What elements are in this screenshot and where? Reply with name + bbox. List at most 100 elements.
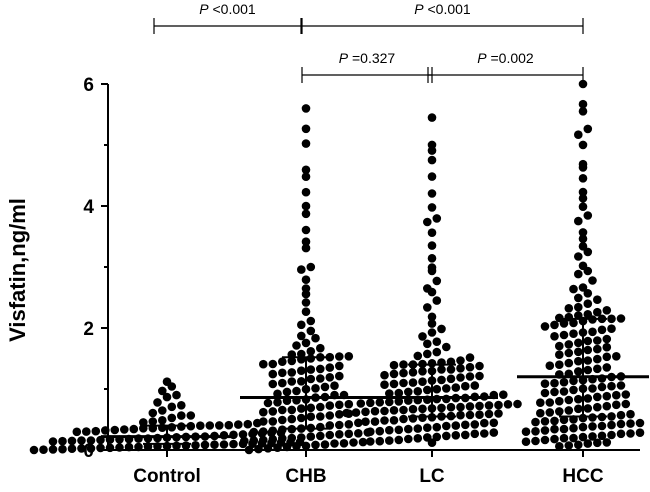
data-point <box>399 405 408 415</box>
data-point <box>621 399 631 409</box>
data-point <box>432 296 442 305</box>
data-point <box>531 427 540 436</box>
data-point <box>39 445 48 455</box>
data-point <box>196 421 205 431</box>
data-point <box>306 262 316 272</box>
data-point <box>597 325 607 335</box>
data-point <box>177 401 186 410</box>
data-point <box>370 406 380 416</box>
data-point <box>574 404 583 414</box>
data-point <box>287 405 297 415</box>
data-point <box>287 414 297 424</box>
data-point <box>583 299 593 309</box>
data-point <box>616 419 626 429</box>
data-point <box>616 429 626 439</box>
data-point <box>234 420 243 429</box>
data-point <box>569 385 578 395</box>
data-point <box>358 437 368 447</box>
data-point <box>583 394 593 403</box>
data-point <box>597 431 607 441</box>
data-point <box>292 386 301 396</box>
data-point <box>550 332 559 341</box>
data-point <box>278 378 287 388</box>
data-point <box>344 429 354 439</box>
data-point <box>423 217 432 227</box>
data-point <box>366 398 375 408</box>
data-point <box>356 399 366 408</box>
data-point <box>456 364 465 373</box>
data-point <box>413 351 423 361</box>
data-point <box>446 365 456 374</box>
data-point <box>465 353 475 362</box>
data-point <box>540 417 550 426</box>
data-point <box>301 225 311 235</box>
data-point <box>301 338 311 348</box>
data-point <box>574 394 583 404</box>
data-point <box>550 434 559 444</box>
data-point <box>385 436 394 445</box>
data-point <box>263 398 273 408</box>
data-point <box>306 347 316 356</box>
data-point <box>301 243 311 253</box>
data-point <box>67 436 77 446</box>
data-point <box>593 364 602 374</box>
data-point <box>564 340 574 349</box>
data-point <box>306 432 316 441</box>
data-point <box>389 406 399 415</box>
data-point <box>616 381 626 390</box>
data-point <box>287 368 297 377</box>
data-point <box>559 319 569 328</box>
data-point <box>404 387 413 397</box>
data-point <box>461 420 470 430</box>
data-point <box>408 378 418 387</box>
data-point <box>82 427 91 436</box>
data-point <box>167 382 177 391</box>
data-point <box>602 438 612 447</box>
data-point <box>602 391 612 401</box>
data-point <box>612 352 621 361</box>
data-point <box>172 390 181 400</box>
data-point <box>301 139 311 148</box>
data-point <box>361 417 370 427</box>
data-point <box>316 431 325 441</box>
data-point <box>583 247 593 257</box>
data-point <box>583 365 593 375</box>
data-point <box>361 407 370 417</box>
data-point <box>583 404 593 413</box>
data-point <box>354 418 363 428</box>
data-point <box>593 438 602 448</box>
data-point <box>531 436 540 446</box>
data-point <box>263 444 273 453</box>
data-point <box>301 187 311 197</box>
data-point <box>306 316 316 326</box>
data-point <box>205 421 215 430</box>
data-point <box>616 410 626 420</box>
data-point <box>77 436 86 445</box>
data-point <box>259 427 268 436</box>
data-point <box>423 423 432 433</box>
data-point <box>120 425 129 434</box>
data-point <box>316 343 325 353</box>
data-point <box>465 372 475 381</box>
data-point <box>330 381 339 391</box>
data-point <box>186 411 196 420</box>
data-point <box>583 211 593 220</box>
data-point <box>301 298 311 307</box>
data-point <box>375 398 385 407</box>
x-tick-label: CHB <box>285 466 326 487</box>
data-point <box>301 209 311 219</box>
data-point <box>229 439 238 449</box>
data-point <box>167 402 177 412</box>
p-value-label: P <0.001 <box>199 1 256 17</box>
data-point <box>316 422 325 432</box>
data-point <box>593 295 602 305</box>
data-point <box>399 378 408 388</box>
data-point <box>574 293 583 303</box>
data-point <box>58 444 67 454</box>
data-point <box>394 425 404 435</box>
data-point <box>399 414 408 424</box>
data-point <box>442 421 451 431</box>
data-point <box>287 377 297 386</box>
data-point <box>394 435 404 445</box>
data-point <box>268 435 278 444</box>
